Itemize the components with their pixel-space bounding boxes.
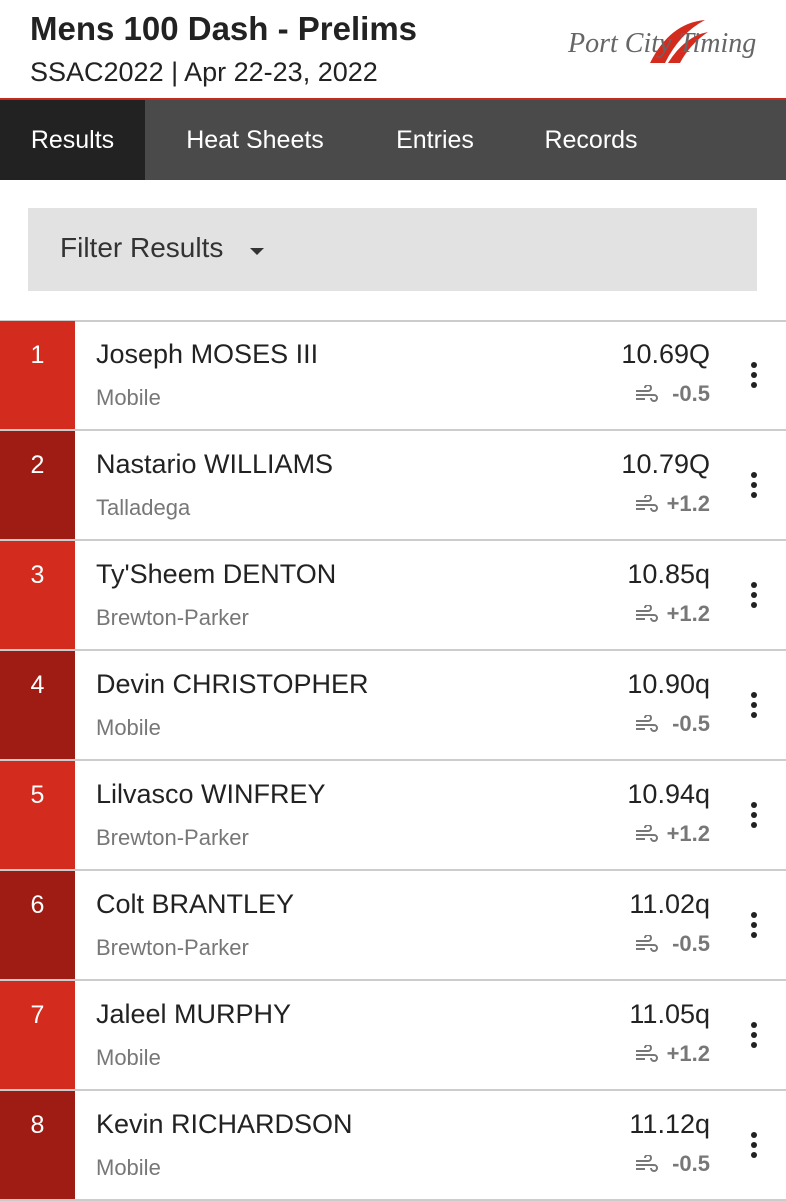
place: 1 <box>0 321 75 429</box>
team-name: Brewton-Parker <box>96 825 249 850</box>
wind-icon <box>634 384 658 410</box>
filter-area: Filter Results <box>0 180 786 322</box>
result-row[interactable]: 8 Kevin RICHARDSON Mobile 11.12q -0.5 <box>0 1091 786 1201</box>
caret <box>250 248 264 255</box>
more-menu[interactable] <box>748 911 760 946</box>
nav-tab[interactable]: Results <box>0 100 145 180</box>
place: 6 <box>0 871 75 979</box>
more-menu[interactable] <box>748 361 760 396</box>
wind-icon <box>634 1044 658 1070</box>
more-menu[interactable] <box>748 1021 760 1056</box>
filter-dropdown[interactable]: Filter Results <box>28 208 757 291</box>
result-row[interactable]: 6 Colt BRANTLEY Brewton-Parker 11.02q -0.5 <box>0 871 786 981</box>
wind-icon <box>634 934 658 960</box>
athlete-name[interactable]: Jaleel MURPHY <box>96 999 292 1029</box>
more-menu[interactable] <box>748 581 760 616</box>
wind: +1.2 <box>666 601 710 626</box>
team-name: Mobile <box>96 1045 161 1070</box>
place: 7 <box>0 981 75 1089</box>
athlete-name[interactable]: Nastario WILLIAMS <box>96 449 334 479</box>
team-name: Mobile <box>96 715 161 740</box>
result-row[interactable]: 1 Joseph MOSES III Mobile 10.69Q -0.5 <box>0 321 786 431</box>
result-row[interactable]: 4 Devin CHRISTOPHER Mobile 10.90q -0.5 <box>0 651 786 761</box>
result-row[interactable]: 7 Jaleel MURPHY Mobile 11.05q +1.2 <box>0 981 786 1091</box>
logo[interactable]: Port City Timing <box>568 28 757 59</box>
place: 3 <box>0 541 75 649</box>
team-name: Talladega <box>96 495 191 520</box>
team-name: Brewton-Parker <box>96 935 249 960</box>
mark: 10.85q <box>627 559 710 589</box>
nav-tab[interactable]: Entries <box>396 126 474 154</box>
wind-icon <box>634 604 658 630</box>
page-title: Mens 100 Dash - Prelims <box>30 10 418 47</box>
wind: -0.5 <box>672 931 710 956</box>
athlete-name[interactable]: Joseph MOSES III <box>96 339 319 369</box>
team-name: Brewton-Parker <box>96 605 249 630</box>
athlete-name[interactable]: Colt BRANTLEY <box>96 889 295 919</box>
wind: +1.2 <box>666 821 710 846</box>
header: Mens 100 Dash - Prelims SSAC2022 | Apr 2… <box>0 0 786 100</box>
more-menu[interactable] <box>748 691 760 726</box>
nav-tab[interactable]: Heat Sheets <box>186 126 324 154</box>
wind: -0.5 <box>672 1151 710 1176</box>
athlete-name[interactable]: Devin CHRISTOPHER <box>96 669 369 699</box>
nav-bar: Results Heat Sheets Entries Records <box>0 100 786 180</box>
place: 5 <box>0 761 75 869</box>
wind: +1.2 <box>666 1041 710 1066</box>
filter-label: Filter Results <box>60 232 224 263</box>
team-name: Mobile <box>96 1155 161 1180</box>
team-name: Mobile <box>96 385 161 410</box>
logo-swoosh <box>650 20 708 63</box>
more-menu[interactable] <box>748 1131 760 1166</box>
result-row[interactable]: 3 Ty'Sheem DENTON Brewton-Parker 10.85q +1.2 <box>0 541 786 651</box>
wind-icon <box>634 494 658 520</box>
mark: 11.02q <box>629 889 710 919</box>
place: 4 <box>0 651 75 759</box>
wind-icon <box>634 714 658 740</box>
athlete-name[interactable]: Kevin RICHARDSON <box>96 1109 353 1139</box>
more-menu[interactable] <box>748 471 760 506</box>
result-row[interactable]: 2 Nastario WILLIAMS Talladega 10.79Q +1.2 <box>0 431 786 541</box>
more-menu[interactable] <box>748 801 760 836</box>
result-row[interactable]: 5 Lilvasco WINFREY Brewton-Parker 10.94q +1.… <box>0 761 786 871</box>
mark: 10.69Q <box>621 339 710 369</box>
mark: 11.12q <box>629 1109 710 1139</box>
mark: 10.90q <box>627 669 710 699</box>
athlete-name[interactable]: Lilvasco WINFREY <box>96 779 326 809</box>
wind: +1.2 <box>666 491 710 516</box>
wind-icon <box>634 824 658 850</box>
mark: 11.05q <box>629 999 710 1029</box>
page-subtitle: SSAC2022 | Apr 22-23, 2022 <box>30 57 378 87</box>
athlete-name[interactable]: Ty'Sheem DENTON <box>96 559 337 589</box>
nav-tab[interactable]: Records <box>544 126 638 154</box>
wind-icon <box>634 1154 658 1180</box>
mark: 10.94q <box>627 779 710 809</box>
wind: -0.5 <box>672 711 710 736</box>
place: 2 <box>0 431 75 539</box>
mark: 10.79Q <box>621 449 710 479</box>
place: 8 <box>0 1091 75 1199</box>
wind: -0.5 <box>672 381 710 406</box>
